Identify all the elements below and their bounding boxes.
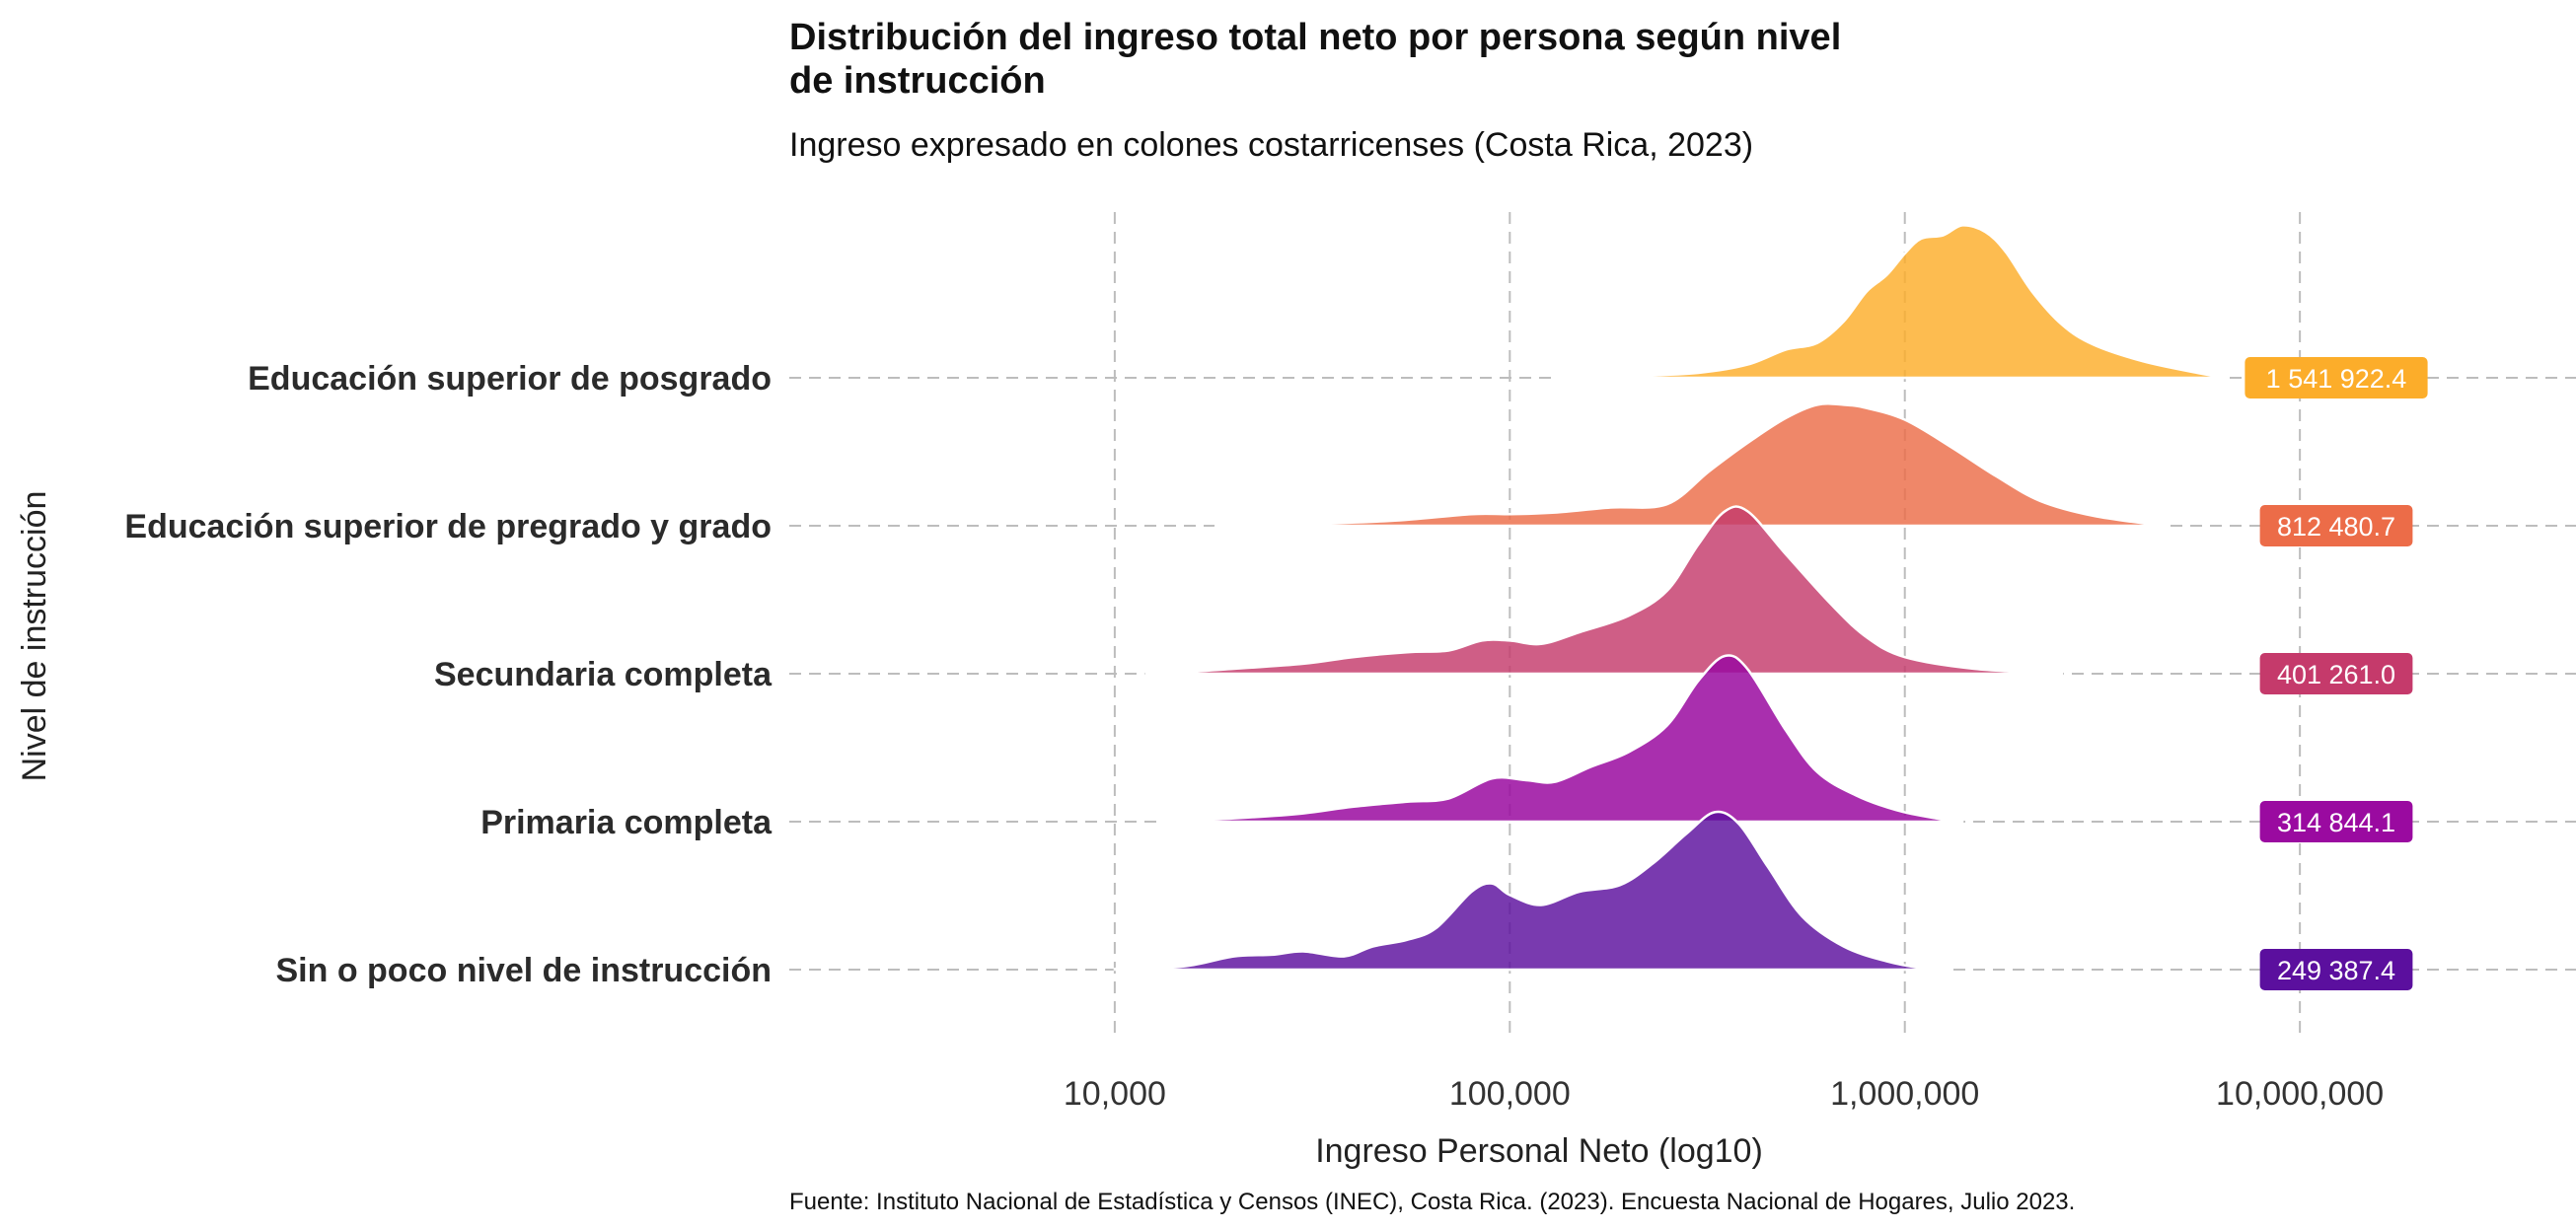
y-axis-title: Nivel de instrucción	[16, 491, 53, 782]
density-ridge-secundaria-completa	[1144, 505, 2064, 676]
median-badge-secundaria-completa: 401 261.0	[2259, 653, 2413, 694]
ridge-layer	[1113, 224, 2228, 972]
density-ridge-educacion-superior-de-posgrado	[1553, 224, 2228, 380]
median-badge-sin-o-poco-nivel-de-instruccion: 249 387.4	[2259, 949, 2413, 990]
median-badges: 249 387.4 314 844.1 401 261.0 812 480.7 1 54…	[2245, 357, 2428, 990]
chart-title-line-2: de instrucción	[789, 60, 1046, 102]
x-tick-label-10000000: 10,000,000	[2216, 1075, 2384, 1113]
density-ridge-sin-o-poco-nivel-de-instruccion	[1113, 810, 1951, 972]
density-ridge-educacion-superior-de-pregrado-y-grado	[1214, 401, 2165, 528]
chart-subtitle: Ingreso expresado en colones costarricen…	[789, 126, 1753, 164]
median-badge-educacion-superior-de-pregrado-y-grado: 812 480.7	[2259, 505, 2413, 546]
chart-caption: Fuente: Instituto Nacional de Estadístic…	[789, 1189, 2075, 1215]
median-badge-primaria-completa: 314 844.1	[2259, 801, 2413, 842]
median-badge-bg	[2259, 653, 2413, 694]
median-badge-label: 812 480.7	[2277, 512, 2395, 542]
category-label-educacion-superior-de-posgrado: Educación superior de posgrado	[248, 360, 772, 398]
median-badge-bg	[2245, 357, 2428, 398]
median-badge-bg	[2259, 801, 2413, 842]
x-tick-label-1000000: 1,000,000	[1830, 1075, 1979, 1113]
category-label-sin-o-poco-nivel-de-instruccion: Sin o poco nivel de instrucción	[275, 952, 772, 989]
chart-title-line-1: Distribución del ingreso total neto por …	[789, 17, 1841, 58]
density-ridge-primaria-completa	[1158, 654, 1964, 824]
median-badge-label: 1 541 922.4	[2266, 364, 2407, 394]
x-tick-labels: 10,000 100,000 1,000,000 10,000,000	[1064, 1075, 2384, 1113]
median-badge-label: 314 844.1	[2277, 808, 2395, 837]
x-axis-title: Ingreso Personal Neto (log10)	[1315, 1132, 1763, 1170]
category-label-primaria-completa: Primaria completa	[480, 804, 773, 841]
median-badge-label: 249 387.4	[2277, 956, 2395, 985]
median-badge-bg	[2259, 949, 2413, 990]
category-label-educacion-superior-de-pregrado-y-grado: Educación superior de pregrado y grado	[124, 508, 772, 545]
median-badge-bg	[2259, 505, 2413, 546]
median-badge-educacion-superior-de-posgrado: 1 541 922.4	[2245, 357, 2428, 398]
median-badge-label: 401 261.0	[2277, 660, 2395, 689]
category-label-secundaria-completa: Secundaria completa	[434, 656, 773, 693]
category-labels: Sin o poco nivel de instrucción Primaria …	[124, 360, 773, 989]
x-tick-label-10000: 10,000	[1064, 1075, 1166, 1113]
x-tick-label-100000: 100,000	[1449, 1075, 1571, 1113]
